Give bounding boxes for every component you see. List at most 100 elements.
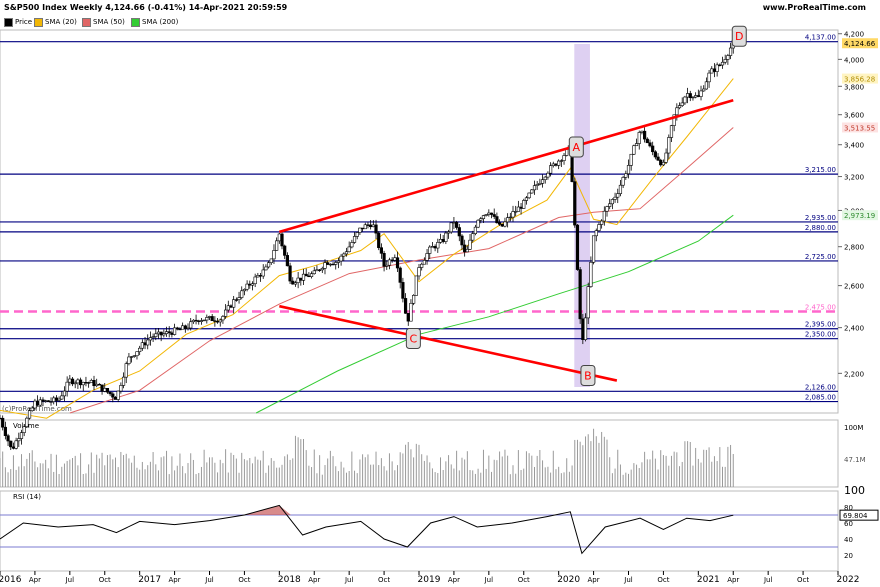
candle-body [549,165,553,174]
rsi-panel-title: RSI (14) [13,493,41,501]
candle-body [710,68,714,74]
candle-body [648,142,652,147]
rsi-panel-frame [0,490,839,572]
candle-body [471,233,475,241]
candle-body [506,217,510,223]
candle-body [272,250,276,260]
candle-body [65,381,69,392]
legend-item-price[interactable]: Price [4,16,32,28]
candle-body [495,216,499,224]
candle-body [248,283,252,286]
candle-body [522,200,526,209]
volume-y-tick: 100M [844,424,863,432]
x-tick-label: Oct [518,576,530,584]
candle-body [382,253,386,267]
candle-body [207,316,212,318]
x-tick-label: Jul [763,576,773,584]
candle-body [105,387,110,393]
candle-body [465,249,469,253]
site-url[interactable]: www.ProRealTime.com [762,3,866,12]
marker-A-box [568,136,584,158]
candle-body [258,275,263,277]
candle-body [651,145,655,153]
rsi-last-value-bg [839,509,879,521]
candle-body [250,283,255,286]
x-tick-label: 2017 [138,575,161,585]
candle-body [57,398,61,401]
candle-body [275,240,279,251]
candle-body [565,149,569,156]
candle-body [728,47,733,56]
legend-item-sma20[interactable]: SMA (20) [34,16,77,28]
candle-body [6,435,10,442]
legend-item-sma200[interactable]: SMA (200) [131,16,178,28]
volume-last-value: 47.1M [844,456,866,464]
candle-body [624,173,628,178]
candle-body [44,400,48,402]
candle-body [240,290,244,298]
candle-body [712,68,717,72]
candle-body [140,342,144,349]
candle-body [256,275,260,278]
candle-body [151,336,155,338]
rsi-y-tick: 80 [844,504,853,512]
candle-body [516,206,520,212]
candle-body [452,221,456,224]
candle-body [1,417,5,428]
candle-body [371,224,375,228]
candle-body [22,426,26,433]
candle-body [234,299,238,301]
x-tick-label: Apr [727,576,739,584]
chart-title: S&P500 Index Weekly 4,124.66 (-0.41%) 14… [4,3,288,12]
x-tick-label: 2020 [557,575,580,585]
candle-body [455,221,459,228]
candle-body [643,130,647,140]
legend-label-price: Price [15,18,33,26]
x-tick-label: Apr [588,576,600,584]
candle-body [132,355,136,357]
candle-body [637,132,641,144]
candle-body [175,327,179,330]
candle-body [403,298,408,314]
candle-body [487,212,491,215]
candle-body [401,282,405,299]
candle-body [181,325,185,330]
level-label: 2,475.00 [805,303,836,311]
candle-body [591,235,596,263]
candle-body [307,275,311,278]
trendline [278,99,734,234]
candle-body [640,130,644,133]
legend-item-sma50[interactable]: SMA (50) [82,16,125,28]
trendline [279,304,618,382]
candle-body [559,160,563,162]
candle-body [422,260,426,265]
candle-body [484,214,488,216]
candle-body [293,282,298,285]
x-tick-label: Jul [204,576,214,584]
candle-body [100,384,104,392]
candle-body [336,260,341,263]
candle-body [589,261,593,287]
candle-body [46,400,50,402]
rsi-last-value: 69.804 [843,512,868,520]
watermark: (c)ProRealTime.com [2,405,72,413]
level-label: 4,137.00 [805,34,836,42]
candle-body [78,379,83,386]
candle-body [87,382,91,384]
candle-body [326,262,330,265]
last-price-label-bg [842,38,878,49]
candle-body [159,331,163,336]
candle-body [124,363,128,378]
candle-body [36,400,40,406]
marker-D-box [731,25,747,47]
candle-body [328,263,332,266]
candle-body [597,224,601,231]
candle-body [232,299,236,308]
candle-body [89,380,93,384]
candle-body [463,244,467,253]
candle-body [277,233,281,242]
legend-swatch-sma50 [82,17,91,27]
candle-body [720,61,725,66]
candle-body [334,262,338,265]
candle-body [369,224,373,228]
